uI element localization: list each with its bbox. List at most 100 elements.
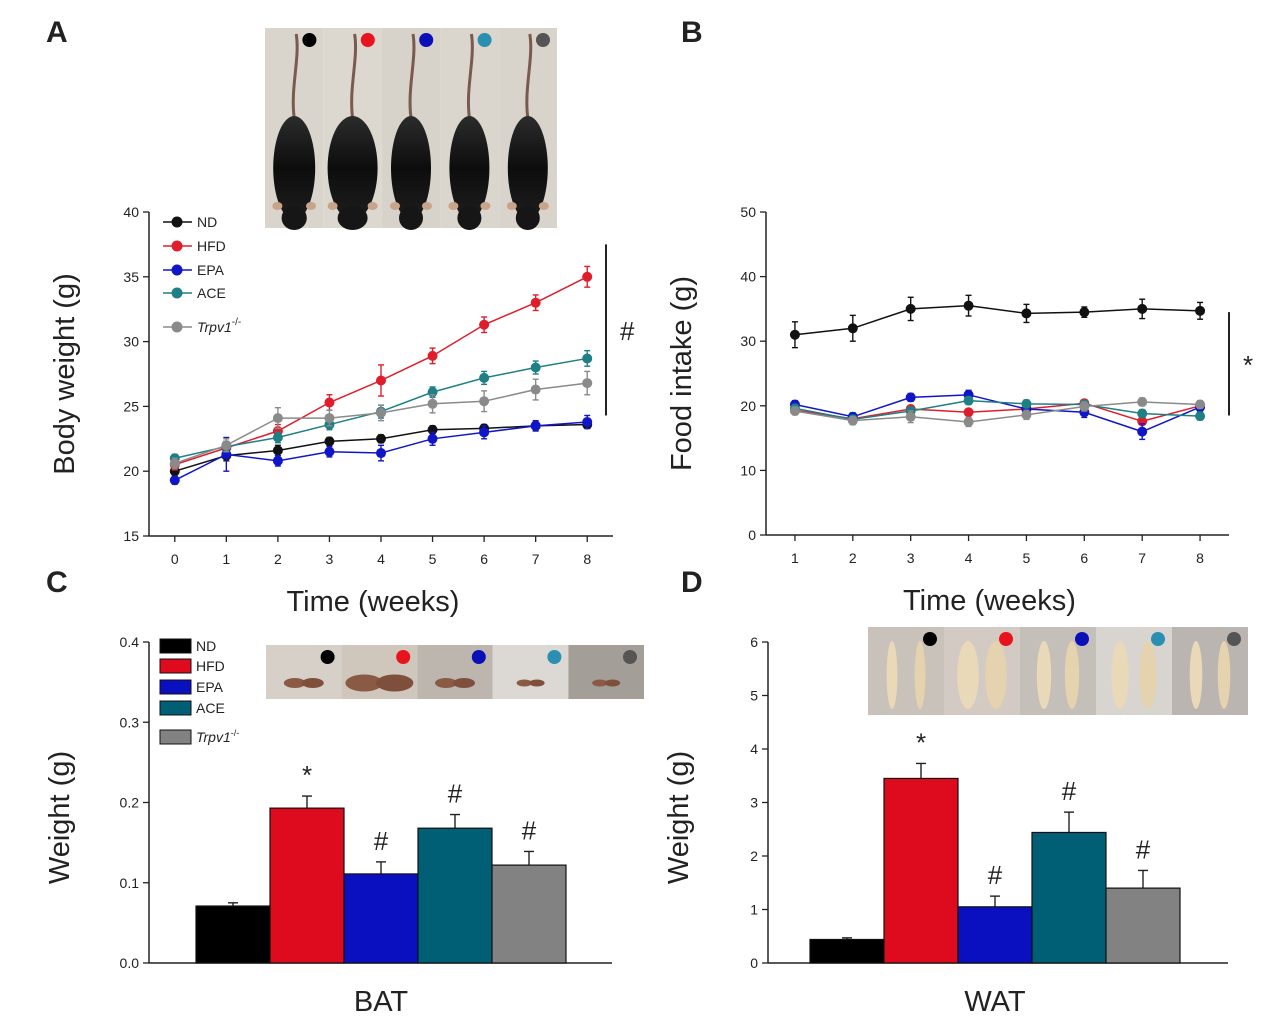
legend-item-epa: EPA: [159, 679, 224, 695]
data-point: [1195, 305, 1206, 316]
data-point: [1021, 398, 1032, 409]
y-tick-label: 50: [740, 204, 756, 220]
y-tick-label: 40: [740, 269, 756, 285]
x-tick-label: 2: [274, 551, 282, 567]
significance-mark: #: [1062, 776, 1077, 806]
x-tick-label: 1: [222, 551, 230, 567]
data-point: [221, 440, 232, 451]
y-tick-label: 0.2: [120, 795, 140, 811]
x-tick-label: 4: [377, 551, 385, 567]
data-point: [479, 427, 490, 438]
y-tick-label: 3: [750, 795, 758, 811]
series-line: [794, 401, 1201, 423]
mouse-tail: [525, 33, 533, 119]
mouse-ear: [422, 202, 432, 210]
group-color-dot: [471, 650, 486, 664]
legend-label-text: ACE: [197, 285, 226, 301]
group-color-dot: [477, 33, 492, 47]
series-trpv1: [789, 396, 1206, 428]
significance-mark: #: [1136, 834, 1151, 864]
legend-label-text: HFD: [196, 658, 225, 674]
data-point: [1137, 396, 1148, 407]
legend-label: HFD: [196, 658, 225, 674]
x-axis-title: Time (weeks): [287, 586, 460, 618]
x-tick-label: 1: [791, 550, 799, 566]
data-point: [789, 329, 800, 340]
y-tick-label: 4: [750, 741, 758, 757]
series-trpv1: [169, 370, 593, 470]
data-point: [169, 475, 180, 486]
legend-swatch: [159, 700, 192, 716]
group-color-dot: [999, 632, 1013, 646]
bar-hfd: [269, 807, 345, 964]
data-point: [1079, 401, 1090, 412]
legend-marker: [171, 240, 183, 252]
mouse-ear: [390, 202, 400, 210]
legend-item-ace: ACE: [163, 285, 226, 301]
x-tick-label: 8: [583, 551, 591, 567]
photo-cell: [1096, 627, 1172, 715]
y-tick-label: 10: [740, 462, 756, 478]
panel-letter-d: D: [681, 566, 703, 599]
tissue-lobe: [592, 679, 608, 687]
legend: ND HFD EPA ACE Trpv1-/-: [163, 214, 241, 335]
data-point: [847, 323, 858, 334]
y-tick-label: 0.0: [120, 955, 140, 971]
tissue-lobe: [604, 679, 621, 687]
data-point: [479, 372, 490, 383]
group-color-dot: [1075, 632, 1089, 646]
legend-swatch: [159, 729, 192, 745]
y-tick-label: 0.1: [120, 875, 140, 891]
mouse-ear: [506, 202, 517, 210]
data-point: [427, 350, 438, 361]
data-point: [324, 413, 335, 424]
y-tick-label: 40: [123, 204, 139, 220]
data-point: [905, 411, 916, 422]
bat-tissue-photo: [266, 645, 644, 699]
data-point: [1079, 307, 1090, 318]
data-point: [582, 416, 593, 427]
legend-label-text: ND: [197, 214, 217, 230]
panel-letter-b: B: [681, 16, 703, 49]
tissue-lobe: [345, 674, 383, 692]
significance-mark: *: [302, 760, 312, 790]
mouse-body: [391, 116, 431, 220]
tissue-lobe: [1036, 641, 1052, 709]
photo-cell: [1020, 627, 1096, 715]
series-line: [794, 402, 1201, 423]
legend-label: EPA: [197, 262, 225, 278]
x-tick-label: 0: [171, 551, 179, 567]
legend-item-nd: ND: [159, 638, 216, 654]
x-axis-title: WAT: [964, 986, 1025, 1018]
significance-mark: #: [522, 815, 537, 845]
panel-letter-c: C: [46, 566, 68, 599]
legend: ND HFD EPA ACE Trpv1-/-: [159, 638, 239, 745]
legend-swatch: [159, 658, 192, 674]
group-color-dot: [623, 650, 637, 664]
data-point: [427, 433, 438, 444]
y-tick-label: 6: [750, 634, 758, 650]
y-tick-label: 30: [123, 334, 139, 350]
mouse-ear: [272, 202, 283, 210]
tissue-lobe: [1139, 641, 1157, 709]
tissue-lobe: [985, 641, 1007, 709]
bar-trpv1: [1105, 887, 1181, 964]
mouse-ear: [538, 202, 549, 210]
legend-label-text: HFD: [197, 238, 226, 254]
mouse-head: [457, 206, 482, 230]
y-tick-label: 20: [740, 398, 756, 414]
mouse-head: [281, 206, 307, 230]
mouse-tail: [408, 33, 416, 119]
bar-epa: [957, 906, 1033, 964]
bar-nd: [809, 938, 885, 964]
data-point: [376, 407, 386, 418]
data-point: [582, 353, 593, 364]
legend-marker: [171, 321, 183, 333]
group-color-dot: [396, 650, 411, 664]
group-color-dot: [419, 33, 434, 47]
x-tick-label: 7: [1138, 550, 1146, 566]
x-tick-label: 6: [480, 551, 488, 567]
series-nd: [789, 294, 1206, 349]
bar-hfd: [883, 777, 959, 964]
data-point: [963, 300, 974, 311]
